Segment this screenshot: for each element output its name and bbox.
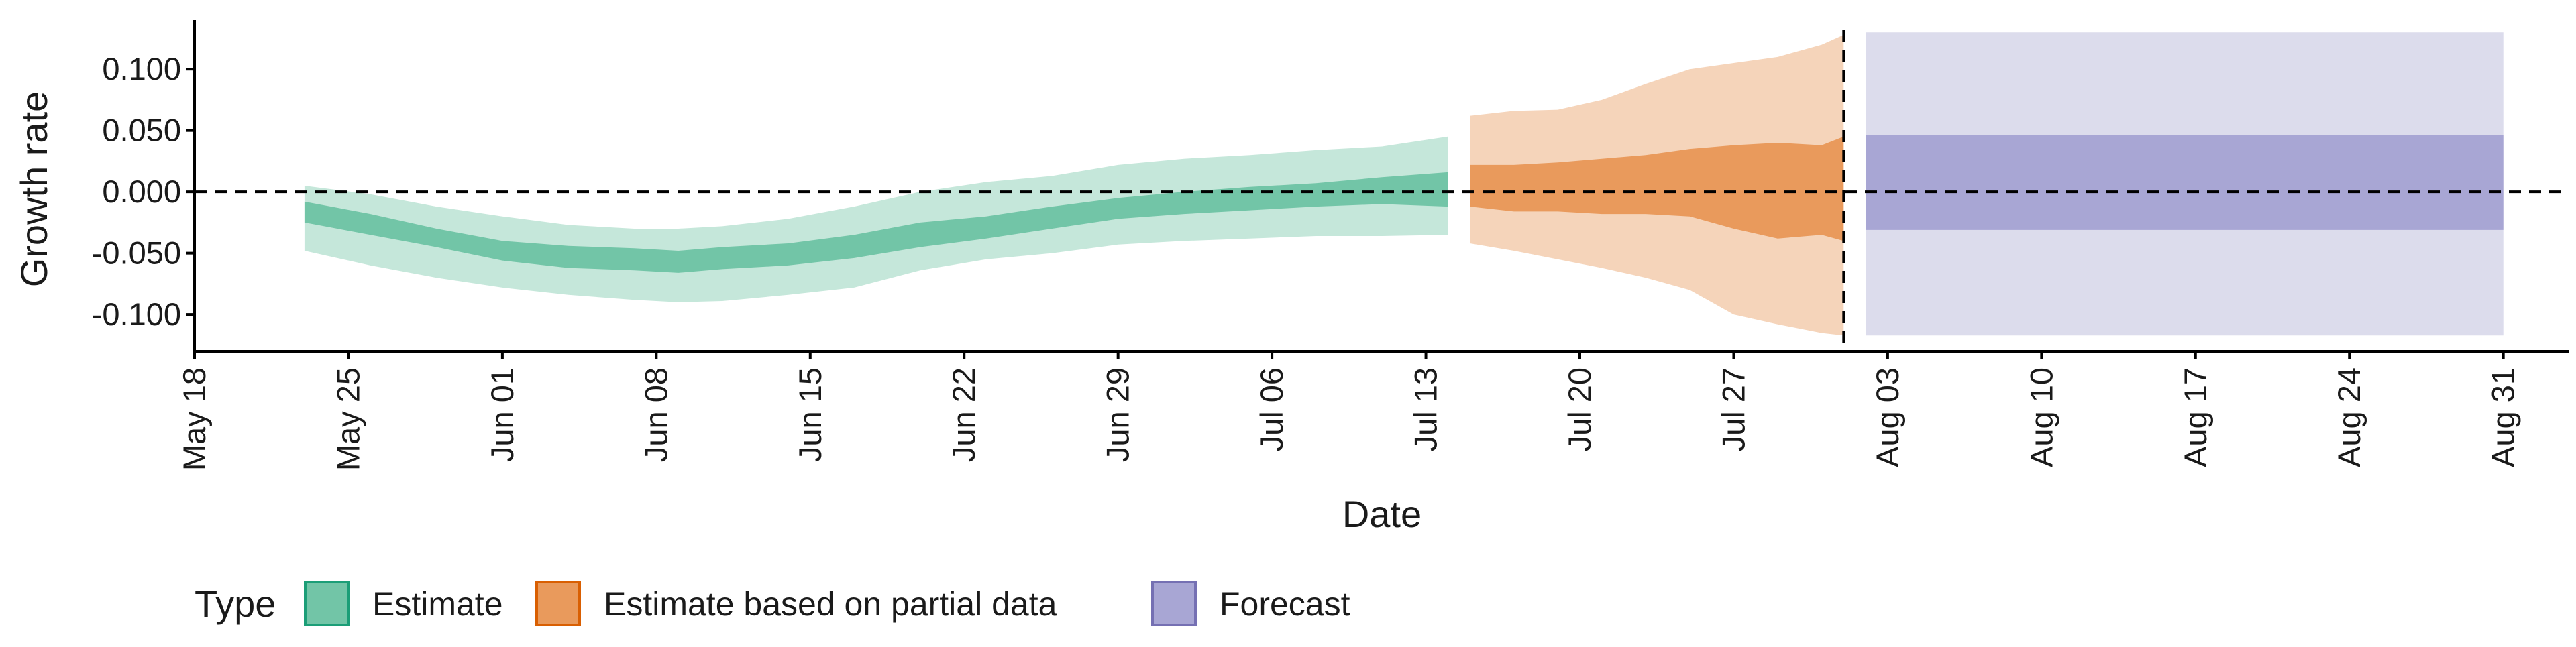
x-tick-label: Aug 24 (2331, 367, 2367, 467)
band-outer-estimate (304, 136, 1448, 302)
x-tick-label: May 25 (330, 367, 366, 471)
x-tick-label: Jun 01 (484, 367, 520, 462)
legend-key-estimate (304, 581, 350, 626)
x-tick-label: Aug 17 (2178, 367, 2213, 467)
legend-label-estimate-based-on-partial-data: Estimate based on partial data (604, 585, 1057, 623)
x-tick-label: Jul 13 (1408, 367, 1444, 451)
legend: Type Estimate Estimate based on partial d… (195, 581, 1350, 626)
x-tick-label: Jun 15 (792, 367, 828, 462)
y-tick-label: -0.050 (92, 235, 181, 271)
x-tick-label: Aug 10 (2023, 367, 2059, 467)
reference-lines (195, 30, 2569, 351)
legend-title: Type (195, 583, 276, 625)
x-tick-label: Jul 06 (1254, 367, 1289, 451)
y-tick-label: -0.100 (92, 296, 181, 332)
band-inner-forecast (1866, 135, 2504, 230)
x-tick-label: May 18 (176, 367, 212, 471)
y-tick-label: 0.000 (102, 174, 181, 209)
legend-label-forecast: Forecast (1220, 585, 1350, 623)
x-tick-label: Jun 29 (1100, 367, 1136, 462)
x-axis-title: Date (1342, 493, 1421, 535)
x-tick-label: Aug 31 (2485, 367, 2521, 467)
x-tick-label: Jul 27 (1715, 367, 1751, 451)
band-inner-estimate-based-on-partial-data (1470, 136, 1844, 241)
x-tick-label: Jun 22 (946, 367, 981, 462)
axes: -0.100 -0.050 0.000 0.050 0.100 May 18 May 25 J… (92, 20, 2569, 471)
band-layer (304, 32, 2504, 336)
x-tick-label: Jul 20 (1562, 367, 1597, 451)
y-tick-label: 0.050 (102, 113, 181, 148)
legend-key-forecast (1151, 581, 1197, 626)
y-tick-label: 0.100 (102, 51, 181, 86)
legend-key-estimate-based-on-partial-data (535, 581, 581, 626)
y-axis-title: Growth rate (13, 91, 55, 288)
band-inner-estimate (304, 172, 1448, 273)
x-tick-label: Aug 03 (1870, 367, 1905, 467)
legend-label-estimate: Estimate (372, 585, 503, 623)
x-tick-label: Jun 08 (638, 367, 674, 462)
